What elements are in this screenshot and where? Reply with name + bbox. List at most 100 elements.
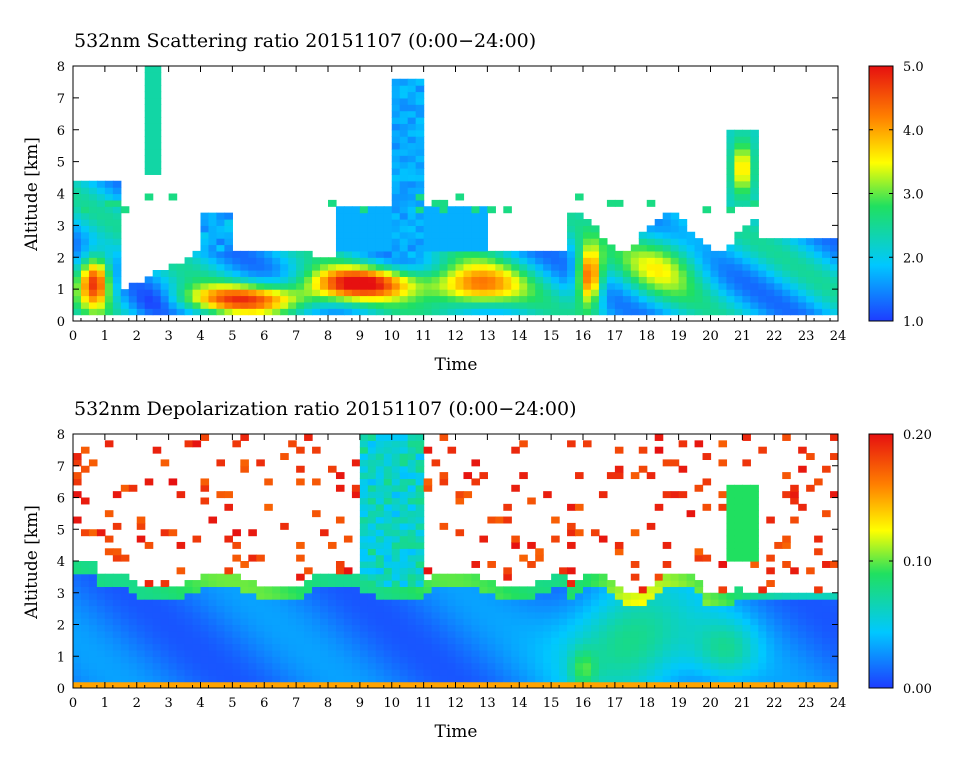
heatmap-cell xyxy=(399,238,409,246)
heatmap-cell xyxy=(232,630,241,638)
x-tick-label: 3 xyxy=(164,696,172,711)
heatmap-cell xyxy=(407,472,417,480)
heatmap-cell xyxy=(575,231,584,239)
heatmap-cell xyxy=(399,510,409,518)
heatmap-cell xyxy=(702,618,712,626)
heatmap-cell xyxy=(822,301,831,309)
heatmap-cell xyxy=(495,624,504,632)
heatmap-cell xyxy=(726,662,736,670)
heatmap-cell xyxy=(463,250,473,258)
heatmap-cell xyxy=(694,681,704,688)
heatmap-cell xyxy=(511,541,520,549)
heatmap-cell xyxy=(192,592,202,600)
heatmap-cell xyxy=(503,301,512,309)
heatmap-cell xyxy=(335,238,345,246)
heatmap-cell xyxy=(160,675,170,683)
heatmap-cell xyxy=(479,618,488,626)
heatmap-cell xyxy=(351,624,361,632)
heatmap-cell xyxy=(200,497,210,505)
heatmap-cell xyxy=(399,440,409,448)
heatmap-cell xyxy=(343,535,353,543)
heatmap-cell xyxy=(431,599,441,607)
heatmap-cell xyxy=(638,624,648,632)
heatmap-cell xyxy=(320,308,329,316)
heatmap-cell xyxy=(224,618,233,626)
heatmap-cell xyxy=(766,624,775,632)
heatmap-cell xyxy=(614,465,624,473)
heatmap-cell xyxy=(734,282,743,290)
colorbar-tick-label: 0.00 xyxy=(903,682,932,697)
heatmap-cell xyxy=(702,675,712,683)
heatmap-cell xyxy=(718,649,728,657)
heatmap-cell xyxy=(144,656,154,664)
heatmap-cell xyxy=(152,155,162,163)
heatmap-cell xyxy=(447,231,457,239)
heatmap-cell xyxy=(694,250,704,258)
heatmap-cell xyxy=(184,289,194,297)
heatmap-cell xyxy=(479,611,488,619)
heatmap-cell xyxy=(463,649,473,657)
heatmap-cell xyxy=(798,282,807,290)
heatmap-cell xyxy=(575,662,584,670)
heatmap-cell xyxy=(375,592,385,600)
heatmap-cell xyxy=(112,637,122,645)
heatmap-cell xyxy=(224,219,233,226)
heatmap-cell xyxy=(192,295,202,303)
heatmap-cell xyxy=(152,136,162,144)
heatmap-cell xyxy=(822,681,831,688)
x-tick-label: 23 xyxy=(798,329,815,344)
heatmap-cell xyxy=(367,681,377,688)
heatmap-cell xyxy=(575,270,584,277)
heatmap-cell xyxy=(415,97,425,105)
heatmap-cell xyxy=(248,308,257,316)
heatmap-cell xyxy=(407,193,417,201)
heatmap-cell xyxy=(710,630,720,638)
heatmap-cell xyxy=(144,276,154,284)
heatmap-cell xyxy=(335,637,345,645)
heatmap-cell xyxy=(88,681,98,688)
heatmap-cell xyxy=(662,219,672,226)
heatmap-cell xyxy=(224,643,233,651)
heatmap-cell xyxy=(208,263,218,271)
heatmap-cell xyxy=(168,478,178,486)
heatmap-cell xyxy=(734,522,743,530)
heatmap-cell xyxy=(567,681,576,688)
heatmap-cell xyxy=(208,630,218,638)
heatmap-cell xyxy=(73,257,82,265)
heatmap-cell xyxy=(359,573,369,581)
heatmap-cell xyxy=(559,586,568,594)
heatmap-cell xyxy=(543,599,552,607)
heatmap-cell xyxy=(160,599,170,607)
heatmap-cell xyxy=(80,567,90,575)
heatmap-cell xyxy=(399,85,409,93)
heatmap-cell xyxy=(782,668,791,676)
heatmap-cell xyxy=(431,656,441,664)
heatmap-cell xyxy=(654,225,664,233)
heatmap-cell xyxy=(415,289,425,297)
heatmap-cell xyxy=(152,78,162,86)
heatmap-cell xyxy=(447,270,457,277)
colorbar-tick-label: 2.0 xyxy=(903,251,924,266)
heatmap-cell xyxy=(590,250,600,258)
heatmap-cell xyxy=(503,206,512,214)
heatmap-cell xyxy=(144,168,154,175)
heatmap-cell xyxy=(375,276,385,284)
heatmap-cell xyxy=(766,662,775,670)
heatmap-cell xyxy=(88,637,98,645)
heatmap-cell xyxy=(415,238,425,246)
heatmap-cell xyxy=(415,541,425,549)
heatmap-cell xyxy=(431,231,441,239)
heatmap-cell xyxy=(726,643,736,651)
heatmap-cell xyxy=(96,592,106,600)
heatmap-cell xyxy=(750,142,759,150)
heatmap-cell xyxy=(152,605,162,613)
heatmap-cell xyxy=(343,295,353,303)
heatmap-cell xyxy=(742,656,751,664)
heatmap-cell xyxy=(774,250,783,258)
heatmap-cell xyxy=(399,541,409,549)
heatmap-cell xyxy=(710,599,720,607)
heatmap-cell xyxy=(774,301,783,309)
heatmap-cell xyxy=(670,611,680,619)
heatmap-cell xyxy=(415,535,425,543)
heatmap-cell xyxy=(479,630,488,638)
